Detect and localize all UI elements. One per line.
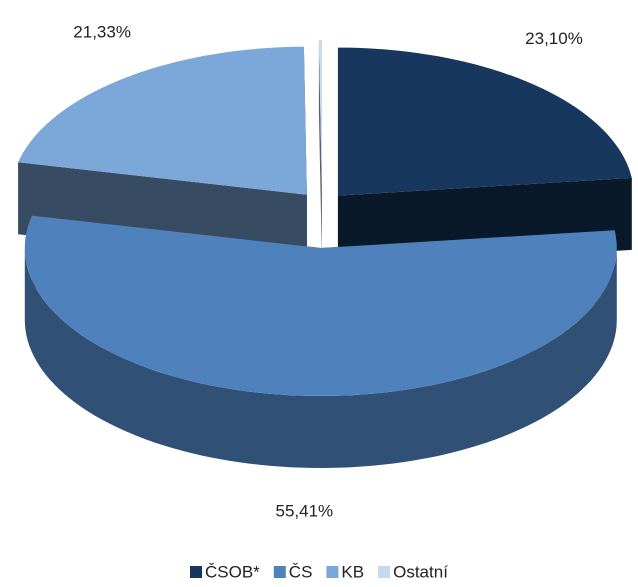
legend-swatch — [190, 566, 202, 578]
legend-swatch — [326, 566, 339, 578]
slice — [318, 40, 322, 260]
data-label: 55,41% — [275, 502, 333, 521]
slice-side — [24, 248, 617, 468]
slice-top — [318, 40, 322, 188]
legend-swatch — [378, 566, 391, 578]
legend-swatch — [273, 566, 286, 578]
slice-cut-face — [318, 40, 322, 260]
legend: ČSOB* ČS KB Ostatní — [190, 562, 448, 581]
legend-label: ČSOB* — [205, 562, 260, 581]
slice-top — [24, 215, 617, 396]
slice — [24, 215, 617, 468]
legend-label: KB — [341, 562, 364, 581]
data-label: 23,10% — [525, 29, 583, 48]
slice-top — [18, 46, 307, 195]
slice-top — [337, 47, 632, 196]
legend-label: Ostatní — [393, 562, 448, 581]
legend-label: ČS — [289, 562, 313, 581]
data-label: 21,33% — [73, 23, 131, 42]
